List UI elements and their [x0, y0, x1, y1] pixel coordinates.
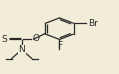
Text: F: F: [57, 41, 62, 50]
Text: S: S: [1, 35, 7, 44]
Text: O: O: [33, 34, 40, 43]
Text: N: N: [18, 45, 25, 54]
Text: Br: Br: [88, 19, 98, 28]
